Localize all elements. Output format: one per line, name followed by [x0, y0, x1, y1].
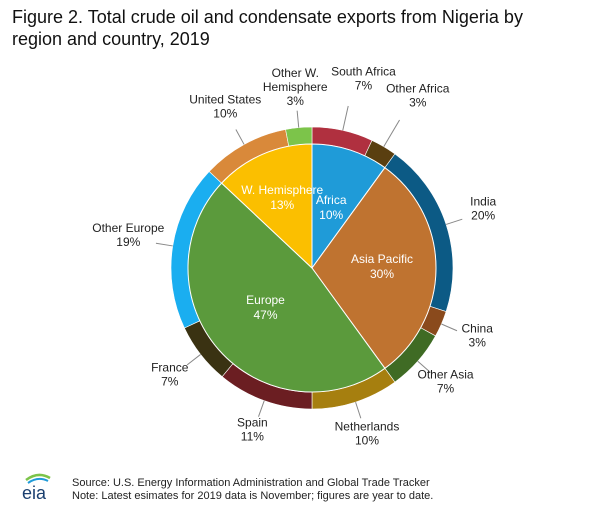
- outer-label-value: 7%: [355, 79, 373, 93]
- outer-label-china: China 3%: [462, 321, 494, 349]
- outer-label-name: Spain: [237, 416, 268, 430]
- outer-label-name: United States: [189, 92, 261, 106]
- inner-label-value: 47%: [253, 308, 277, 322]
- outer-label-value: 20%: [471, 208, 495, 222]
- outer-label-india: India 20%: [470, 194, 496, 222]
- leader-line-china: [441, 323, 458, 332]
- leader-line-india: [445, 218, 463, 225]
- outer-slice-other-w-hemisphere: [285, 126, 313, 147]
- outer-label-value: 7%: [437, 382, 455, 396]
- outer-label-value: 3%: [287, 94, 305, 108]
- inner-label-value: 10%: [319, 208, 343, 222]
- outer-label-name: South Africa: [331, 65, 396, 79]
- outer-label-netherlands: Netherlands 10%: [335, 419, 400, 447]
- inner-label-w-hemisphere: W. Hemisphere 13%: [241, 183, 323, 212]
- footer: eia Source: U.S. Energy Information Admi…: [18, 470, 593, 504]
- outer-label-france: France 7%: [151, 360, 189, 388]
- outer-label-name: Hemisphere: [263, 80, 328, 94]
- outer-label-united-states: United States 10%: [189, 92, 261, 120]
- outer-label-value: 7%: [161, 374, 179, 388]
- outer-label-other-w-hemisphere: Other W. Hemisphere 3%: [263, 66, 328, 108]
- outer-label-name: Other Asia: [418, 368, 474, 382]
- outer-label-value: 10%: [213, 106, 237, 120]
- chart-title: Figure 2. Total crude oil and condensate…: [12, 6, 592, 50]
- eia-logo-icon: eia: [22, 473, 51, 503]
- leader-line-netherlands: [355, 401, 362, 419]
- leader-line-other-w-hemisphere: [296, 110, 300, 128]
- outer-label-name: Netherlands: [335, 419, 400, 433]
- leader-line-other-asia: [417, 360, 431, 373]
- inner-label-value: 13%: [270, 198, 294, 212]
- inner-label-name: Asia Pacific: [351, 252, 413, 266]
- outer-label-other-asia: Other Asia 7%: [418, 368, 474, 396]
- leader-line-france: [186, 354, 201, 366]
- leader-line-spain: [258, 400, 265, 417]
- outer-label-value: 10%: [355, 433, 379, 447]
- inner-label-name: Africa: [316, 193, 347, 207]
- leader-line-south-africa: [342, 105, 349, 131]
- outer-label-name: France: [151, 360, 189, 374]
- chart-title-line-2: region and country, 2019: [12, 29, 210, 49]
- inner-label-value: 30%: [370, 267, 394, 281]
- outer-label-value: 19%: [116, 235, 140, 249]
- inner-label-europe: Europe 47%: [246, 293, 285, 322]
- source-text: Source: U.S. Energy Information Administ…: [72, 477, 430, 489]
- sunburst-chart: Africa 10%Asia Pacific 30%Europe 47%W. Hemi…: [92, 65, 496, 448]
- outer-label-value: 3%: [469, 335, 487, 349]
- inner-slice-africa: [311, 143, 386, 270]
- outer-label-name: India: [470, 194, 496, 208]
- outer-label-name: China: [462, 321, 494, 335]
- inner-label-asia-pacific: Asia Pacific 30%: [351, 252, 413, 281]
- inner-label-africa: Africa 10%: [316, 193, 347, 222]
- eia-logo-text: eia: [22, 483, 47, 503]
- leader-line-other-europe: [155, 242, 173, 247]
- outer-label-value: 11%: [241, 430, 264, 444]
- inner-label-name: Europe: [246, 293, 285, 307]
- outer-label-name: Other Europe: [92, 221, 164, 235]
- inner-label-name: W. Hemisphere: [241, 183, 323, 197]
- inner-slice-asia-pacific: [311, 166, 437, 370]
- outer-label-south-africa: South Africa 7%: [331, 65, 396, 93]
- leader-line-united-states: [235, 129, 245, 145]
- inner-slice-europe: [187, 182, 386, 393]
- leader-line-other-africa: [383, 119, 400, 147]
- chart-title-line-1: Figure 2. Total crude oil and condensate…: [12, 7, 523, 27]
- inner-slice-w-hemisphere: [220, 143, 313, 270]
- outer-label-name: Other Africa: [386, 81, 450, 95]
- outer-label-value: 3%: [409, 95, 427, 109]
- outer-label-other-europe: Other Europe 19%: [92, 221, 164, 249]
- outer-label-name: Other W.: [272, 66, 319, 80]
- outer-label-spain: Spain 11%: [237, 416, 268, 444]
- outer-label-other-africa: Other Africa 3%: [386, 81, 450, 109]
- note-text: Note: Latest esimates for 2019 data is N…: [72, 490, 434, 502]
